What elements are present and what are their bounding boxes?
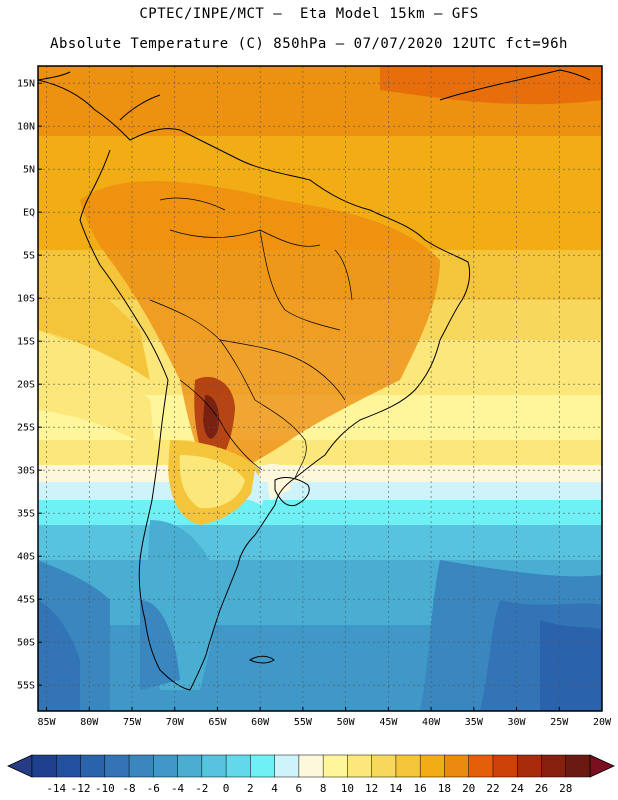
colorbar-swatch [419,754,445,778]
chart-subtitle: Absolute Temperature (C) 850hPa – 07/07/… [50,36,568,52]
lon-tick-label: 30W [508,717,527,728]
lat-tick-label: 45S [17,595,35,606]
lon-tick-label: 40W [422,717,441,728]
lon-tick-label: 65W [208,717,227,728]
lon-tick-label: 20W [593,717,612,728]
colorbar-label: 16 [414,782,427,795]
lat-tick-label: 40S [17,552,35,563]
colorbar-label: 4 [271,782,278,795]
lat-tick-label: 10S [17,294,35,305]
colorbar-label: 26 [535,782,548,795]
colorbar-swatch [250,754,276,778]
lon-tick-label: 85W [38,717,57,728]
lat-tick-label: 35S [17,509,35,520]
colorbar-label: 0 [223,782,230,795]
lat-lon-grid [38,66,602,711]
lat-tick-label: 30S [17,466,35,477]
colorbar-label: -6 [147,782,160,795]
colorbar-swatch [565,754,591,778]
colorbar-label: -14 [46,782,66,795]
lat-tick-label: 5S [23,251,35,262]
colorbar-label: -2 [195,782,208,795]
colorbar-swatch [347,754,373,778]
colorbar-label: -4 [171,782,185,795]
lon-tick-label: 75W [123,717,142,728]
country-borders [149,197,353,479]
lat-tick-label: 10N [17,122,35,133]
colorbar-label: 12 [365,782,378,795]
colorbar-swatch [128,754,154,778]
chart-title: CPTEC/INPE/MCT – Eta Model 15km – GFS [139,6,479,22]
lon-tick-label: 60W [251,717,270,728]
colorbar-swatch [80,754,106,778]
coastlines [38,69,591,691]
colorbar-label: 2 [247,782,254,795]
colorbar-label: -10 [95,782,115,795]
colorbar-swatch [516,754,543,778]
lat-tick-label: EQ [23,208,35,219]
colorbar-label: -12 [71,782,91,795]
colorbar-swatch [444,754,470,778]
lon-tick-label: 70W [166,717,185,728]
colorbar-swatch [322,754,348,778]
colorbar-swatch [541,754,567,778]
map-frame [37,65,603,712]
colorbar-swatch [177,754,203,778]
colorbar-label: 28 [559,782,572,795]
lon-tick-label: 55W [294,717,313,728]
longitude-axis: 85W 80W 75W 70W 65W 60W 55W 50W 45W 40W 35W 30W 25W 2… [38,707,612,728]
lat-tick-label: 5N [23,165,35,176]
colorbar-label: 8 [320,782,327,795]
colorbar-label: 10 [341,782,354,795]
lon-tick-label: 80W [80,717,99,728]
lat-tick-label: 25S [17,423,35,434]
lat-tick-label: 15N [17,79,35,90]
colorbar-overflow-triangle [589,754,615,778]
colorbar-label: 6 [296,782,303,795]
colorbar-swatch [153,754,179,778]
colorbar-swatch [468,754,494,778]
lat-tick-label: 55S [17,681,35,692]
colorbar-swatch [56,754,82,778]
colorbar-swatch [31,754,57,778]
colorbar-label: 14 [389,782,403,795]
latitude-axis: 15N 10N 5N EQ 5S 10S 15S 20S 25S 30S 35S 40S 45S 50S 5… [17,79,42,692]
lon-tick-label: 50W [337,717,356,728]
lat-tick-label: 50S [17,638,35,649]
colorbar-labels: -14 -12 -10 -8 -6 -4 -2 0 2 4 6 8 10 12 14 16 18 20 22 24 26… [46,782,572,795]
lat-tick-label: 20S [17,380,35,391]
temperature-field [38,66,602,711]
colorbar-underflow-triangle [7,754,33,778]
colorbar-swatch [395,754,421,778]
colorbar-swatch [201,754,227,778]
colorbar-label: 22 [486,782,499,795]
colorbar-label: 20 [462,782,475,795]
colorbar-swatch [104,754,130,778]
colorbar [7,754,615,778]
lon-tick-label: 25W [550,717,569,728]
lon-tick-label: 45W [379,717,398,728]
colorbar-swatch [492,754,518,778]
colorbar-label: -8 [122,782,135,795]
colorbar-swatch [298,754,324,778]
colorbar-swatch [225,754,251,778]
colorbar-label: 24 [511,782,525,795]
lat-tick-label: 15S [17,337,35,348]
colorbar-swatch [371,754,397,778]
lon-tick-label: 35W [465,717,484,728]
colorbar-swatch [274,754,300,778]
colorbar-label: 18 [438,782,451,795]
